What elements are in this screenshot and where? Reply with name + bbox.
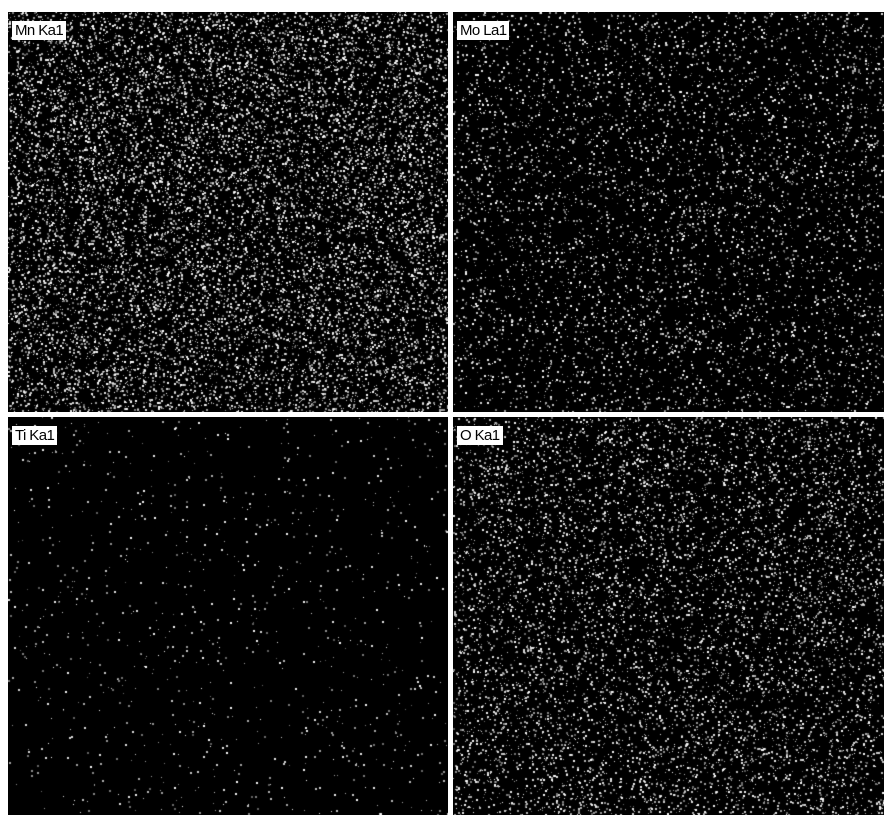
mn-ka1-label: Mn Ka1: [12, 21, 67, 40]
ti-ka1-map-panel: Ti Ka1: [8, 417, 448, 815]
o-ka1-label: O Ka1: [457, 426, 503, 445]
o-ka1-dot-map: [453, 417, 884, 815]
mn-ka1-dot-map: [8, 12, 448, 412]
mo-la1-label: Mo La1: [457, 21, 510, 40]
mo-la1-map-panel: Mo La1: [453, 12, 884, 412]
ti-ka1-dot-map: [8, 417, 448, 815]
mn-ka1-map-panel: Mn Ka1: [8, 12, 448, 412]
ti-ka1-label: Ti Ka1: [12, 426, 58, 445]
o-ka1-map-panel: O Ka1: [453, 417, 884, 815]
mo-la1-dot-map: [453, 12, 884, 412]
